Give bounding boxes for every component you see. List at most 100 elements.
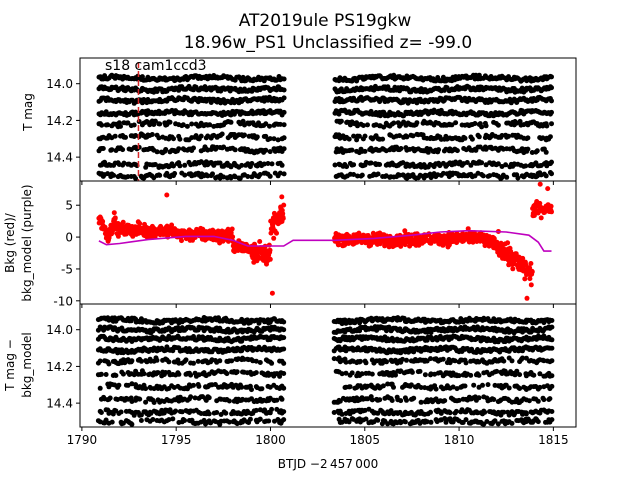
tmag-point (112, 133, 118, 139)
tmag-point (365, 122, 370, 128)
tmag-point (362, 148, 368, 154)
tmag-point (281, 135, 287, 141)
tmag-point (453, 120, 459, 126)
bkg-point (528, 261, 534, 266)
tmag-point (404, 397, 409, 403)
tmag-point (476, 134, 482, 140)
tmag-point (131, 122, 137, 128)
tmag-point (469, 136, 475, 142)
bkg-point (522, 276, 528, 282)
tmag-point (269, 360, 275, 366)
tmag-point (219, 131, 225, 137)
tmag-point (404, 357, 409, 363)
tmag-point (157, 121, 163, 127)
tmag-point (504, 174, 510, 180)
tmag-point (281, 327, 287, 333)
bkg-point (112, 215, 118, 221)
tmag-point (355, 173, 360, 179)
tmag-point (207, 122, 213, 128)
tmag-point (263, 147, 269, 153)
tmag-point (229, 358, 235, 364)
tmag-point (398, 398, 404, 404)
tmag-point (151, 400, 157, 405)
bkg-point (531, 213, 537, 218)
bkg-point (524, 295, 530, 301)
bkg-point (368, 242, 374, 248)
tmag-point (346, 136, 352, 142)
tmag-point (269, 161, 275, 167)
tmag-point (418, 385, 424, 390)
tmag-point (397, 133, 403, 139)
tmag-point (137, 396, 143, 402)
tmag-point (402, 419, 408, 425)
tmag-point (221, 144, 227, 150)
tmag-point (351, 162, 357, 168)
tmag-point (234, 369, 240, 375)
tmag-point (433, 386, 439, 392)
tmag-point (362, 407, 368, 413)
tmag-point (549, 98, 554, 104)
tmag-point (195, 358, 201, 364)
tmag-point (547, 134, 553, 140)
tmag-point (224, 371, 230, 377)
tmag-point (281, 346, 287, 352)
tmag-point (428, 356, 433, 362)
tmag-point (440, 356, 446, 362)
tmag-point (182, 418, 188, 423)
tmag-point (265, 161, 271, 166)
bkg-point (537, 181, 543, 187)
tmag-point (281, 87, 287, 93)
tmag-point (98, 371, 104, 377)
tmag-point (259, 386, 265, 392)
tmag-point (281, 417, 287, 423)
bkg-point (527, 276, 533, 282)
tmag-point (506, 133, 511, 139)
y-tick-label: 14.4 (46, 151, 73, 165)
tmag-point (356, 133, 362, 139)
tmag-point (363, 360, 369, 366)
tmag-point (166, 417, 172, 423)
tmag-point (400, 160, 406, 166)
tmag-point (472, 121, 478, 126)
tmag-point (98, 410, 104, 415)
tmag-point (281, 122, 287, 128)
tmag-point (167, 119, 173, 125)
tmag-point (257, 416, 263, 422)
tmag-point (332, 162, 338, 168)
tmag-point (281, 109, 287, 115)
tmag-point (253, 358, 259, 364)
tmag-point (408, 382, 414, 388)
tmag-point (267, 136, 273, 142)
tmag-point (463, 360, 469, 366)
tmag-point (398, 146, 404, 151)
tmag-point (377, 162, 383, 167)
tmag-point (281, 146, 287, 152)
tmag-point (281, 76, 287, 82)
tmag-point (171, 136, 176, 142)
panel-mid-background: 50-5-10 (53, 180, 577, 308)
tmag-point (487, 173, 493, 179)
bkg-point (137, 221, 143, 226)
tmag-point (105, 122, 111, 128)
tmag-point (111, 172, 117, 178)
tmag-point (113, 373, 119, 378)
tmag-point (154, 149, 160, 155)
tmag-point (183, 357, 189, 363)
tmag-point (428, 409, 433, 415)
tmag-point (249, 387, 254, 393)
tmag-point (534, 148, 540, 154)
tmag-point (269, 406, 275, 412)
tmag-point (226, 398, 232, 404)
tmag-point (118, 123, 123, 129)
tmag-point (267, 173, 273, 179)
bkg-point (271, 235, 277, 241)
tmag-point (279, 162, 285, 168)
bkg-point (548, 203, 554, 209)
tmag-point (210, 171, 215, 177)
tmag-point (515, 175, 521, 181)
bkg-point (266, 242, 272, 248)
tmag-point (351, 133, 357, 139)
tmag-point (228, 164, 234, 170)
tmag-point (277, 108, 283, 114)
tmag-point (360, 123, 366, 128)
